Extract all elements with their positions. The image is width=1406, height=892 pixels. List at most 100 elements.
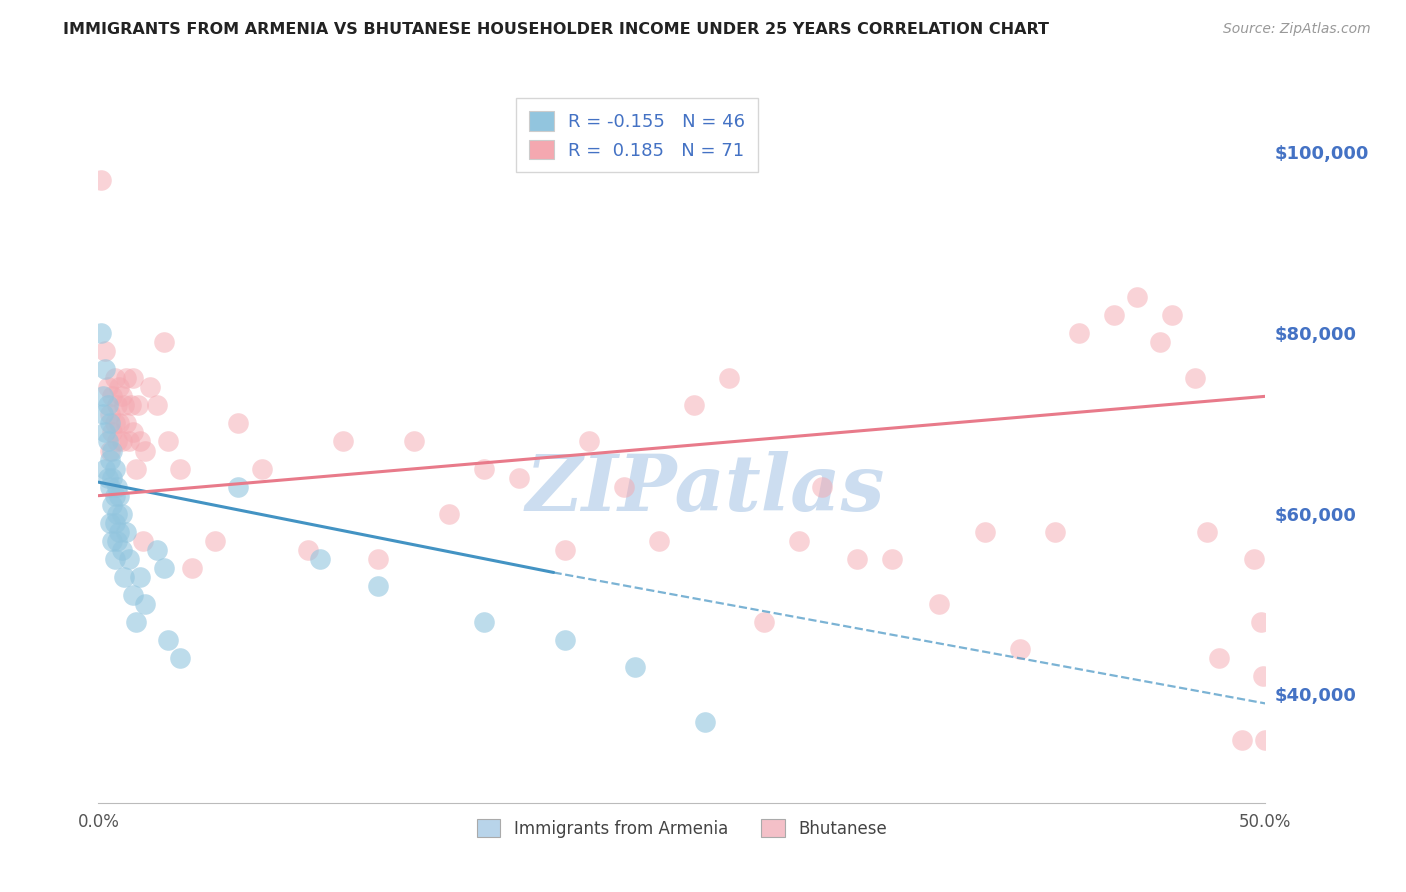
Point — [94, 344, 117, 359]
Point — [101, 389, 124, 403]
Point — [112, 398, 135, 412]
Point — [1254, 732, 1277, 747]
Point — [125, 461, 148, 475]
Point — [402, 434, 425, 449]
Point — [122, 425, 145, 440]
Point — [228, 480, 250, 494]
Text: ZIPatlas: ZIPatlas — [526, 450, 884, 527]
Point — [115, 417, 138, 431]
Point — [157, 633, 180, 648]
Point — [105, 480, 128, 494]
Point — [105, 398, 128, 412]
Point — [1045, 524, 1067, 539]
Point — [139, 380, 162, 394]
Point — [752, 615, 775, 629]
Point — [1195, 524, 1218, 539]
Text: Source: ZipAtlas.com: Source: ZipAtlas.com — [1223, 22, 1371, 37]
Point — [647, 533, 669, 548]
Point — [94, 362, 117, 376]
Point — [250, 461, 273, 475]
Point — [613, 480, 636, 494]
Point — [309, 552, 332, 566]
Point — [122, 588, 145, 602]
Point — [624, 660, 647, 674]
Point — [1251, 669, 1274, 683]
Point — [1250, 615, 1272, 629]
Point — [437, 507, 460, 521]
Point — [134, 597, 156, 611]
Point — [1102, 308, 1125, 322]
Point — [105, 507, 128, 521]
Point — [101, 533, 124, 548]
Point — [152, 561, 174, 575]
Point — [112, 570, 135, 584]
Point — [90, 326, 112, 340]
Point — [104, 417, 127, 431]
Point — [169, 461, 191, 475]
Point — [98, 480, 121, 494]
Point — [180, 561, 202, 575]
Point — [94, 425, 117, 440]
Point — [122, 371, 145, 385]
Point — [98, 516, 121, 530]
Text: IMMIGRANTS FROM ARMENIA VS BHUTANESE HOUSEHOLDER INCOME UNDER 25 YEARS CORRELATI: IMMIGRANTS FROM ARMENIA VS BHUTANESE HOU… — [63, 22, 1049, 37]
Legend: Immigrants from Armenia, Bhutanese: Immigrants from Armenia, Bhutanese — [471, 813, 893, 845]
Point — [157, 434, 180, 449]
Point — [105, 434, 128, 449]
Point — [97, 380, 120, 394]
Point — [152, 335, 174, 350]
Point — [118, 434, 141, 449]
Point — [104, 516, 127, 530]
Point — [98, 417, 121, 431]
Point — [108, 380, 131, 394]
Point — [101, 443, 124, 458]
Point — [974, 524, 997, 539]
Point — [104, 371, 127, 385]
Point — [111, 507, 134, 521]
Point — [118, 552, 141, 566]
Point — [97, 470, 120, 484]
Point — [125, 615, 148, 629]
Point — [1126, 290, 1149, 304]
Point — [104, 552, 127, 566]
Point — [129, 434, 152, 449]
Point — [108, 524, 131, 539]
Point — [1149, 335, 1171, 350]
Point — [132, 533, 155, 548]
Point — [134, 443, 156, 458]
Point — [1230, 732, 1253, 747]
Point — [682, 398, 704, 412]
Point — [787, 533, 810, 548]
Point — [115, 371, 138, 385]
Point — [1067, 326, 1090, 340]
Point — [846, 552, 869, 566]
Point — [97, 398, 120, 412]
Point — [101, 425, 124, 440]
Point — [554, 542, 576, 557]
Point — [104, 461, 127, 475]
Point — [578, 434, 600, 449]
Point — [108, 417, 131, 431]
Point — [1161, 308, 1184, 322]
Point — [101, 470, 124, 484]
Point — [928, 597, 950, 611]
Point — [472, 615, 495, 629]
Point — [90, 172, 112, 186]
Point — [554, 633, 576, 648]
Point — [367, 579, 389, 593]
Point — [508, 470, 530, 484]
Point — [101, 498, 124, 512]
Point — [1184, 371, 1206, 385]
Point — [108, 489, 131, 503]
Point — [120, 398, 142, 412]
Point — [1208, 651, 1230, 665]
Point — [127, 398, 149, 412]
Point — [105, 533, 128, 548]
Point — [111, 389, 134, 403]
Point — [472, 461, 495, 475]
Point — [332, 434, 354, 449]
Point — [297, 542, 319, 557]
Point — [111, 434, 134, 449]
Point — [129, 570, 152, 584]
Point — [880, 552, 903, 566]
